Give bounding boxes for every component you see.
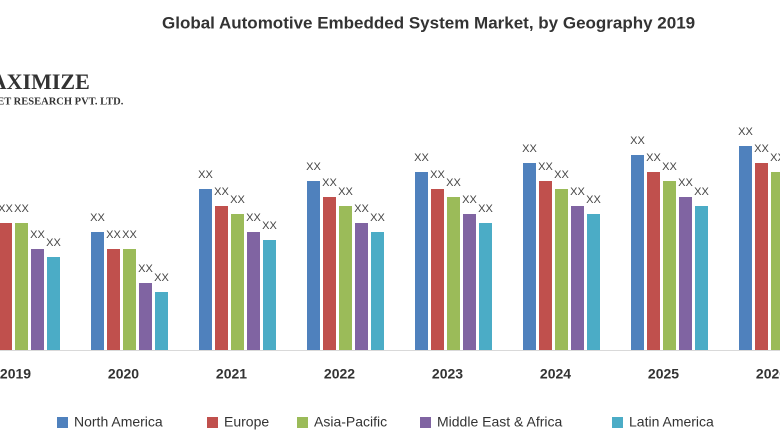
bar (307, 181, 320, 350)
x-tick-label: 2023 (432, 366, 463, 382)
bar (539, 181, 552, 350)
data-label: XX (430, 169, 445, 181)
bar (47, 257, 60, 350)
data-label: XX (646, 152, 661, 164)
data-label: XX (214, 186, 229, 198)
logo-subtitle: MARKET RESEARCH PVT. LTD. (0, 96, 124, 107)
data-label: XX (46, 237, 61, 249)
data-label: XX (198, 169, 213, 181)
data-label: XX (446, 177, 461, 189)
bar (679, 197, 692, 350)
bar (123, 249, 136, 350)
data-label: XX (122, 229, 137, 241)
legend-label: Middle East & Africa (437, 414, 562, 430)
bar (647, 172, 660, 350)
data-label: XX (570, 186, 585, 198)
data-label: XX (662, 161, 677, 173)
data-label: XX (0, 203, 13, 215)
legend-swatch (612, 417, 623, 428)
data-label: XX (306, 161, 321, 173)
data-label: XX (630, 135, 645, 147)
data-label: XX (586, 194, 601, 206)
data-label: XX (370, 212, 385, 224)
legend-label: Latin America (629, 414, 714, 430)
bar (339, 206, 352, 350)
bar (155, 292, 168, 350)
bar (755, 163, 768, 350)
logo-name: MAXIMIZE (0, 69, 90, 94)
legend-swatch (57, 417, 68, 428)
bar (215, 206, 228, 350)
bar (31, 249, 44, 350)
bar (523, 163, 536, 350)
data-label: XX (554, 169, 569, 181)
bar (231, 214, 244, 350)
legend-label: Asia-Pacific (314, 414, 387, 430)
x-tick-label: 2026 (756, 366, 780, 382)
bar (771, 172, 780, 350)
bar (571, 206, 584, 350)
bar (431, 189, 444, 350)
data-label: XX (754, 143, 769, 155)
bar (479, 223, 492, 350)
x-tick-label: 2020 (108, 366, 139, 382)
data-label: XX (694, 186, 709, 198)
data-label: XX (462, 194, 477, 206)
x-tick-label: 2019 (0, 366, 31, 382)
bar (263, 240, 276, 350)
bar (0, 223, 12, 350)
data-label: XX (322, 177, 337, 189)
data-label: XX (414, 152, 429, 164)
bar (139, 283, 152, 350)
bar (323, 197, 336, 350)
bar (247, 232, 260, 350)
bar (463, 214, 476, 350)
data-label: XX (538, 161, 553, 173)
data-label: XX (522, 143, 537, 155)
data-label: XX (354, 203, 369, 215)
data-label: XX (738, 126, 753, 138)
data-label: XX (246, 212, 261, 224)
x-tick-label: 2021 (216, 366, 247, 382)
x-tick-label: 2024 (540, 366, 571, 382)
data-label: XX (30, 229, 45, 241)
legend-label: North America (74, 414, 163, 430)
x-tick-label: 2025 (648, 366, 679, 382)
bar (107, 249, 120, 350)
data-label: XX (230, 194, 245, 206)
bar (663, 181, 676, 350)
bar (415, 172, 428, 350)
bar (371, 232, 384, 350)
bar (91, 232, 104, 350)
bar (447, 197, 460, 350)
data-label: XX (478, 203, 493, 215)
data-label: XX (678, 177, 693, 189)
bar (631, 155, 644, 350)
data-label: XX (262, 220, 277, 232)
data-label: XX (14, 203, 29, 215)
legend-swatch (207, 417, 218, 428)
bar (15, 223, 28, 350)
data-label: XX (90, 212, 105, 224)
bar (199, 189, 212, 350)
bar (695, 206, 708, 350)
legend-label: Europe (224, 414, 269, 430)
chart-title: Global Automotive Embedded System Market… (162, 13, 695, 32)
legend-swatch (297, 417, 308, 428)
legend-swatch (420, 417, 431, 428)
x-tick-label: 2022 (324, 366, 355, 382)
data-label: XX (154, 272, 169, 284)
data-label: XX (138, 263, 153, 275)
bar (587, 214, 600, 350)
data-label: XX (106, 229, 121, 241)
data-label: XX (338, 186, 353, 198)
data-label: XX (770, 152, 780, 164)
bar (739, 146, 752, 350)
bar (555, 189, 568, 350)
bar (355, 223, 368, 350)
